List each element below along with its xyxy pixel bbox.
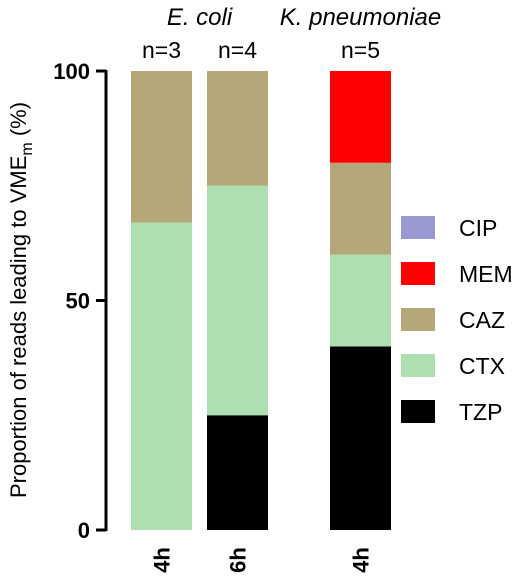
bar-segment-caz-2 <box>330 162 391 255</box>
legend-label-cip: CIP <box>459 215 497 241</box>
bars <box>131 71 391 530</box>
n-labels: n=3 n=4 n=5 <box>142 37 380 63</box>
bar-segment-ctx-2 <box>330 254 391 347</box>
legend: CIP MEM CAZ CTX TZP <box>401 215 513 425</box>
bar-segment-caz-1 <box>207 71 268 186</box>
n-label-0: n=3 <box>142 37 181 63</box>
x-ticks: 4h 6h 4h <box>150 547 374 573</box>
y-axis-title-group: Proportion of reads leading to VMEm (%) <box>6 102 36 498</box>
group-titles: E. coli K. pneumoniae <box>167 4 441 31</box>
bar-segment-tzp-1 <box>207 415 268 530</box>
legend-swatch-tzp <box>401 400 435 423</box>
y-ticks: 0 50 100 <box>53 59 106 543</box>
bar-segment-mem-2 <box>330 71 391 163</box>
bar-segment-tzp-2 <box>330 346 391 530</box>
n-label-1: n=4 <box>218 37 257 63</box>
legend-label-mem: MEM <box>459 261 513 287</box>
group-title-0: E. coli <box>167 4 233 31</box>
legend-label-caz: CAZ <box>459 307 505 333</box>
legend-label-tzp: TZP <box>459 399 502 425</box>
bar-segment-caz-0 <box>131 71 192 223</box>
n-label-2: n=5 <box>341 37 380 63</box>
y-axis-title: Proportion of reads leading to VMEm (%) <box>6 102 36 498</box>
y-tick-label-0: 0 <box>78 518 90 543</box>
y-tick-label-100: 100 <box>53 59 90 84</box>
x-tick-label-1: 6h <box>226 547 251 573</box>
bar-segment-ctx-0 <box>131 222 192 530</box>
legend-swatch-mem <box>401 262 435 285</box>
x-tick-label-0: 4h <box>150 547 175 573</box>
bar-segment-ctx-1 <box>207 185 268 416</box>
legend-swatch-cip <box>401 216 435 239</box>
legend-label-ctx: CTX <box>459 353 505 379</box>
y-tick-label-50: 50 <box>66 289 90 314</box>
x-tick-label-2: 4h <box>349 547 374 573</box>
legend-swatch-ctx <box>401 354 435 377</box>
group-title-1: K. pneumoniae <box>280 4 441 31</box>
legend-swatch-caz <box>401 308 435 331</box>
